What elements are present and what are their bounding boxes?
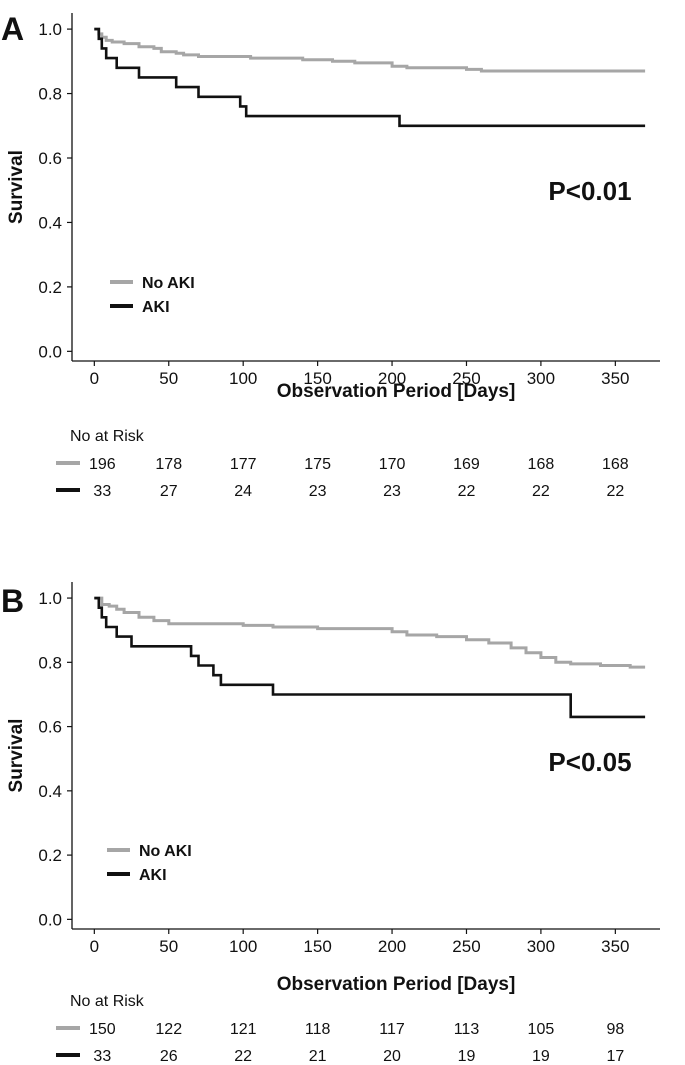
at-risk-value: 24 — [234, 483, 252, 500]
at-risk-value: 26 — [160, 1048, 178, 1065]
at-risk-value: 105 — [528, 1021, 555, 1038]
y-tick-label: 0.6 — [38, 149, 62, 168]
x-tick-label: 350 — [601, 937, 629, 956]
at-risk-table: No at Risk 196 178 177 175 170 169 168 168 33 27 24… — [56, 428, 629, 500]
panel-label: A — [1, 11, 24, 47]
y-tick-label: 0.8 — [38, 85, 62, 104]
at-risk-value: 22 — [532, 483, 550, 500]
x-tick-label: 100 — [229, 369, 257, 388]
x-tick-label: 300 — [527, 937, 555, 956]
x-axis-title: Observation Period [Days] — [277, 974, 516, 995]
at-risk-value: 23 — [383, 483, 401, 500]
survival-curve-no-aki — [94, 596, 646, 669]
at-risk-title: No at Risk — [70, 428, 145, 445]
legend-label: AKI — [139, 867, 167, 884]
chart-panel-b: B 0.0 0.2 0.4 0.6 0.8 1.0 0 50 100 150 200 250 300 350… — [1, 582, 660, 1065]
at-risk-value: 98 — [606, 1021, 624, 1038]
y-tick-label: 0.0 — [38, 910, 62, 929]
x-tick-label: 200 — [378, 937, 406, 956]
x-tick-label: 250 — [452, 937, 480, 956]
y-tick-label: 0.0 — [38, 342, 62, 361]
y-axis-title: Survival — [6, 150, 27, 224]
at-risk-value: 121 — [230, 1021, 257, 1038]
y-tick-label: 0.2 — [38, 846, 62, 865]
at-risk-title: No at Risk — [70, 993, 145, 1010]
at-risk-value: 118 — [305, 1021, 331, 1038]
legend-label: AKI — [142, 299, 170, 316]
x-tick-label: 0 — [90, 369, 99, 388]
x-tick-label: 50 — [159, 937, 178, 956]
at-risk-value: 177 — [230, 456, 257, 473]
legend-label: No AKI — [139, 843, 192, 860]
at-risk-value: 21 — [309, 1048, 327, 1065]
at-risk-value: 33 — [93, 1048, 111, 1065]
at-risk-value: 178 — [155, 456, 182, 473]
x-tick-label: 350 — [601, 369, 629, 388]
at-risk-table: No at Risk 150 122 121 118 117 113 105 98 33 26 22 2… — [56, 993, 624, 1065]
p-value: P<0.05 — [548, 747, 631, 777]
y-tick-label: 0.8 — [38, 653, 62, 672]
at-risk-value: 122 — [155, 1021, 182, 1038]
x-axis-title: Observation Period [Days] — [277, 381, 516, 402]
survival-curve-aki — [94, 27, 646, 128]
x-tick-label: 150 — [303, 369, 331, 388]
at-risk-value: 150 — [89, 1021, 116, 1038]
x-tick-label: 100 — [229, 937, 257, 956]
at-risk-value: 19 — [458, 1048, 476, 1065]
chart-panel-a: A 0.0 0.2 0.4 0.6 0.8 1.0 0 50 100 150 200 250 300 350… — [1, 11, 660, 500]
x-tick-label: 300 — [527, 369, 555, 388]
y-axis-title: Survival — [6, 719, 27, 793]
legend-label: No AKI — [142, 275, 195, 292]
at-risk-value: 22 — [458, 483, 476, 500]
legend: No AKI AKI — [107, 843, 192, 884]
x-tick-label: 200 — [378, 369, 406, 388]
at-risk-value: 168 — [528, 456, 555, 473]
at-risk-value: 170 — [379, 456, 406, 473]
at-risk-value: 113 — [454, 1021, 480, 1038]
p-value: P<0.01 — [548, 176, 631, 206]
at-risk-value: 19 — [532, 1048, 550, 1065]
at-risk-value: 22 — [234, 1048, 252, 1065]
at-risk-value: 169 — [453, 456, 480, 473]
y-tick-label: 0.4 — [38, 213, 62, 232]
x-tick-label: 150 — [303, 937, 331, 956]
y-tick-label: 0.2 — [38, 278, 62, 297]
x-tick-label: 50 — [159, 369, 178, 388]
survival-curve-no-aki — [94, 27, 646, 73]
at-risk-value: 196 — [89, 456, 116, 473]
at-risk-value: 33 — [93, 483, 111, 500]
y-tick-label: 0.4 — [38, 782, 62, 801]
legend: No AKI AKI — [110, 275, 195, 316]
at-risk-value: 23 — [309, 483, 327, 500]
survival-curve-aki — [94, 596, 646, 719]
y-tick-label: 1.0 — [38, 589, 62, 608]
at-risk-value: 22 — [606, 483, 624, 500]
x-tick-label: 0 — [90, 937, 99, 956]
at-risk-value: 117 — [379, 1021, 405, 1038]
y-tick-label: 1.0 — [38, 20, 62, 39]
panel-label: B — [1, 583, 24, 619]
at-risk-value: 17 — [606, 1048, 624, 1065]
at-risk-value: 168 — [602, 456, 629, 473]
at-risk-value: 20 — [383, 1048, 401, 1065]
at-risk-value: 27 — [160, 483, 178, 500]
y-tick-label: 0.6 — [38, 718, 62, 737]
at-risk-value: 175 — [304, 456, 331, 473]
x-tick-label: 250 — [452, 369, 480, 388]
